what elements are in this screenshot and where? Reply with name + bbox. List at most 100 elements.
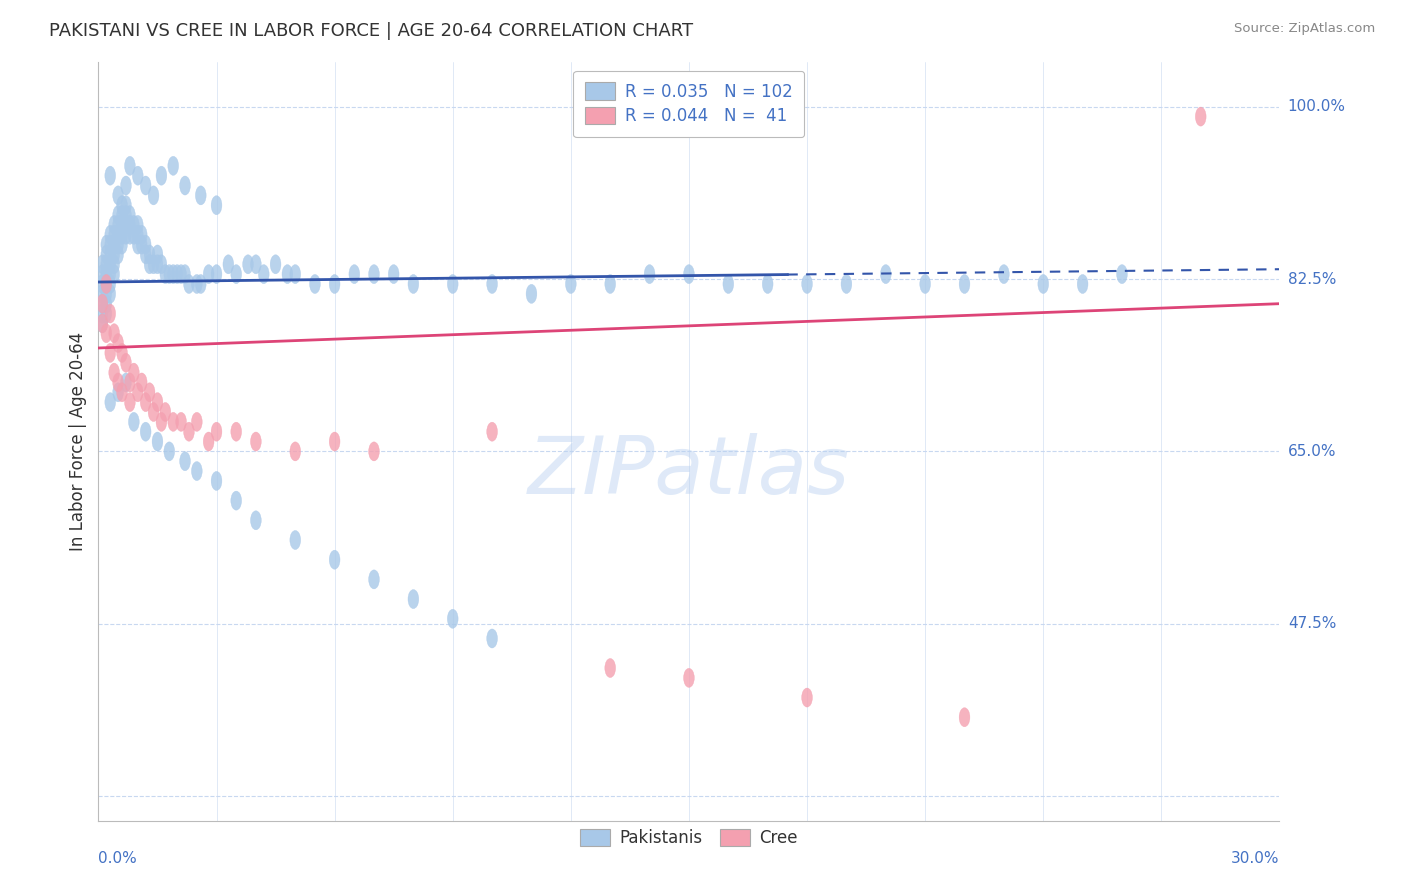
Ellipse shape: [156, 412, 167, 432]
Y-axis label: In Labor Force | Age 20-64: In Labor Force | Age 20-64: [69, 332, 87, 551]
Ellipse shape: [723, 275, 734, 293]
Ellipse shape: [97, 285, 108, 303]
Ellipse shape: [191, 412, 202, 432]
Ellipse shape: [152, 432, 163, 451]
Ellipse shape: [250, 255, 262, 274]
Ellipse shape: [408, 275, 419, 293]
Ellipse shape: [148, 186, 159, 205]
Text: ZIPatlas: ZIPatlas: [527, 433, 851, 511]
Ellipse shape: [117, 215, 128, 235]
Ellipse shape: [108, 235, 120, 254]
Ellipse shape: [121, 205, 131, 225]
Ellipse shape: [167, 265, 179, 284]
Ellipse shape: [105, 245, 115, 264]
Ellipse shape: [105, 304, 115, 323]
Ellipse shape: [101, 275, 111, 293]
Ellipse shape: [176, 265, 187, 284]
Ellipse shape: [486, 422, 498, 442]
Ellipse shape: [959, 275, 970, 293]
Ellipse shape: [112, 235, 124, 254]
Ellipse shape: [108, 255, 120, 274]
Text: 30.0%: 30.0%: [1232, 851, 1279, 866]
Ellipse shape: [250, 511, 262, 530]
Ellipse shape: [565, 275, 576, 293]
Ellipse shape: [447, 275, 458, 293]
Ellipse shape: [141, 392, 150, 412]
Ellipse shape: [290, 265, 301, 284]
Ellipse shape: [117, 226, 128, 244]
Ellipse shape: [117, 195, 128, 215]
Ellipse shape: [105, 275, 115, 293]
Ellipse shape: [152, 245, 163, 264]
Ellipse shape: [101, 235, 111, 254]
Ellipse shape: [121, 215, 131, 235]
Ellipse shape: [136, 373, 148, 392]
Ellipse shape: [105, 343, 115, 362]
Ellipse shape: [165, 442, 174, 461]
Ellipse shape: [112, 186, 124, 205]
Ellipse shape: [101, 245, 111, 264]
Ellipse shape: [156, 255, 167, 274]
Ellipse shape: [97, 294, 108, 313]
Ellipse shape: [195, 186, 207, 205]
Ellipse shape: [1077, 275, 1088, 293]
Ellipse shape: [108, 265, 120, 284]
Ellipse shape: [388, 265, 399, 284]
Ellipse shape: [349, 265, 360, 284]
Ellipse shape: [184, 422, 194, 442]
Ellipse shape: [250, 432, 262, 451]
Ellipse shape: [97, 265, 108, 284]
Ellipse shape: [125, 226, 135, 244]
Ellipse shape: [644, 265, 655, 284]
Ellipse shape: [204, 265, 214, 284]
Ellipse shape: [998, 265, 1010, 284]
Ellipse shape: [880, 265, 891, 284]
Ellipse shape: [290, 531, 301, 549]
Ellipse shape: [368, 570, 380, 589]
Ellipse shape: [141, 176, 150, 195]
Ellipse shape: [108, 363, 120, 382]
Ellipse shape: [141, 235, 150, 254]
Ellipse shape: [145, 245, 155, 264]
Ellipse shape: [112, 205, 124, 225]
Ellipse shape: [231, 422, 242, 442]
Ellipse shape: [176, 412, 187, 432]
Ellipse shape: [121, 195, 131, 215]
Ellipse shape: [368, 265, 380, 284]
Ellipse shape: [191, 275, 202, 293]
Ellipse shape: [112, 373, 124, 392]
Ellipse shape: [108, 226, 120, 244]
Ellipse shape: [801, 688, 813, 707]
Text: 47.5%: 47.5%: [1288, 616, 1336, 632]
Ellipse shape: [105, 255, 115, 274]
Ellipse shape: [167, 412, 179, 432]
Ellipse shape: [180, 176, 190, 195]
Ellipse shape: [762, 275, 773, 293]
Ellipse shape: [125, 392, 135, 412]
Ellipse shape: [125, 156, 135, 176]
Ellipse shape: [211, 422, 222, 442]
Ellipse shape: [121, 176, 131, 195]
Ellipse shape: [368, 442, 380, 461]
Ellipse shape: [959, 707, 970, 727]
Ellipse shape: [105, 285, 115, 303]
Ellipse shape: [117, 205, 128, 225]
Ellipse shape: [231, 265, 242, 284]
Ellipse shape: [101, 255, 111, 274]
Text: 65.0%: 65.0%: [1288, 444, 1336, 458]
Ellipse shape: [105, 235, 115, 254]
Ellipse shape: [125, 215, 135, 235]
Ellipse shape: [191, 461, 202, 481]
Ellipse shape: [156, 166, 167, 186]
Ellipse shape: [1195, 107, 1206, 126]
Ellipse shape: [211, 471, 222, 491]
Ellipse shape: [97, 314, 108, 333]
Ellipse shape: [121, 226, 131, 244]
Ellipse shape: [329, 550, 340, 569]
Ellipse shape: [486, 629, 498, 648]
Ellipse shape: [148, 402, 159, 422]
Ellipse shape: [128, 215, 139, 235]
Ellipse shape: [128, 363, 139, 382]
Ellipse shape: [132, 383, 143, 401]
Ellipse shape: [920, 275, 931, 293]
